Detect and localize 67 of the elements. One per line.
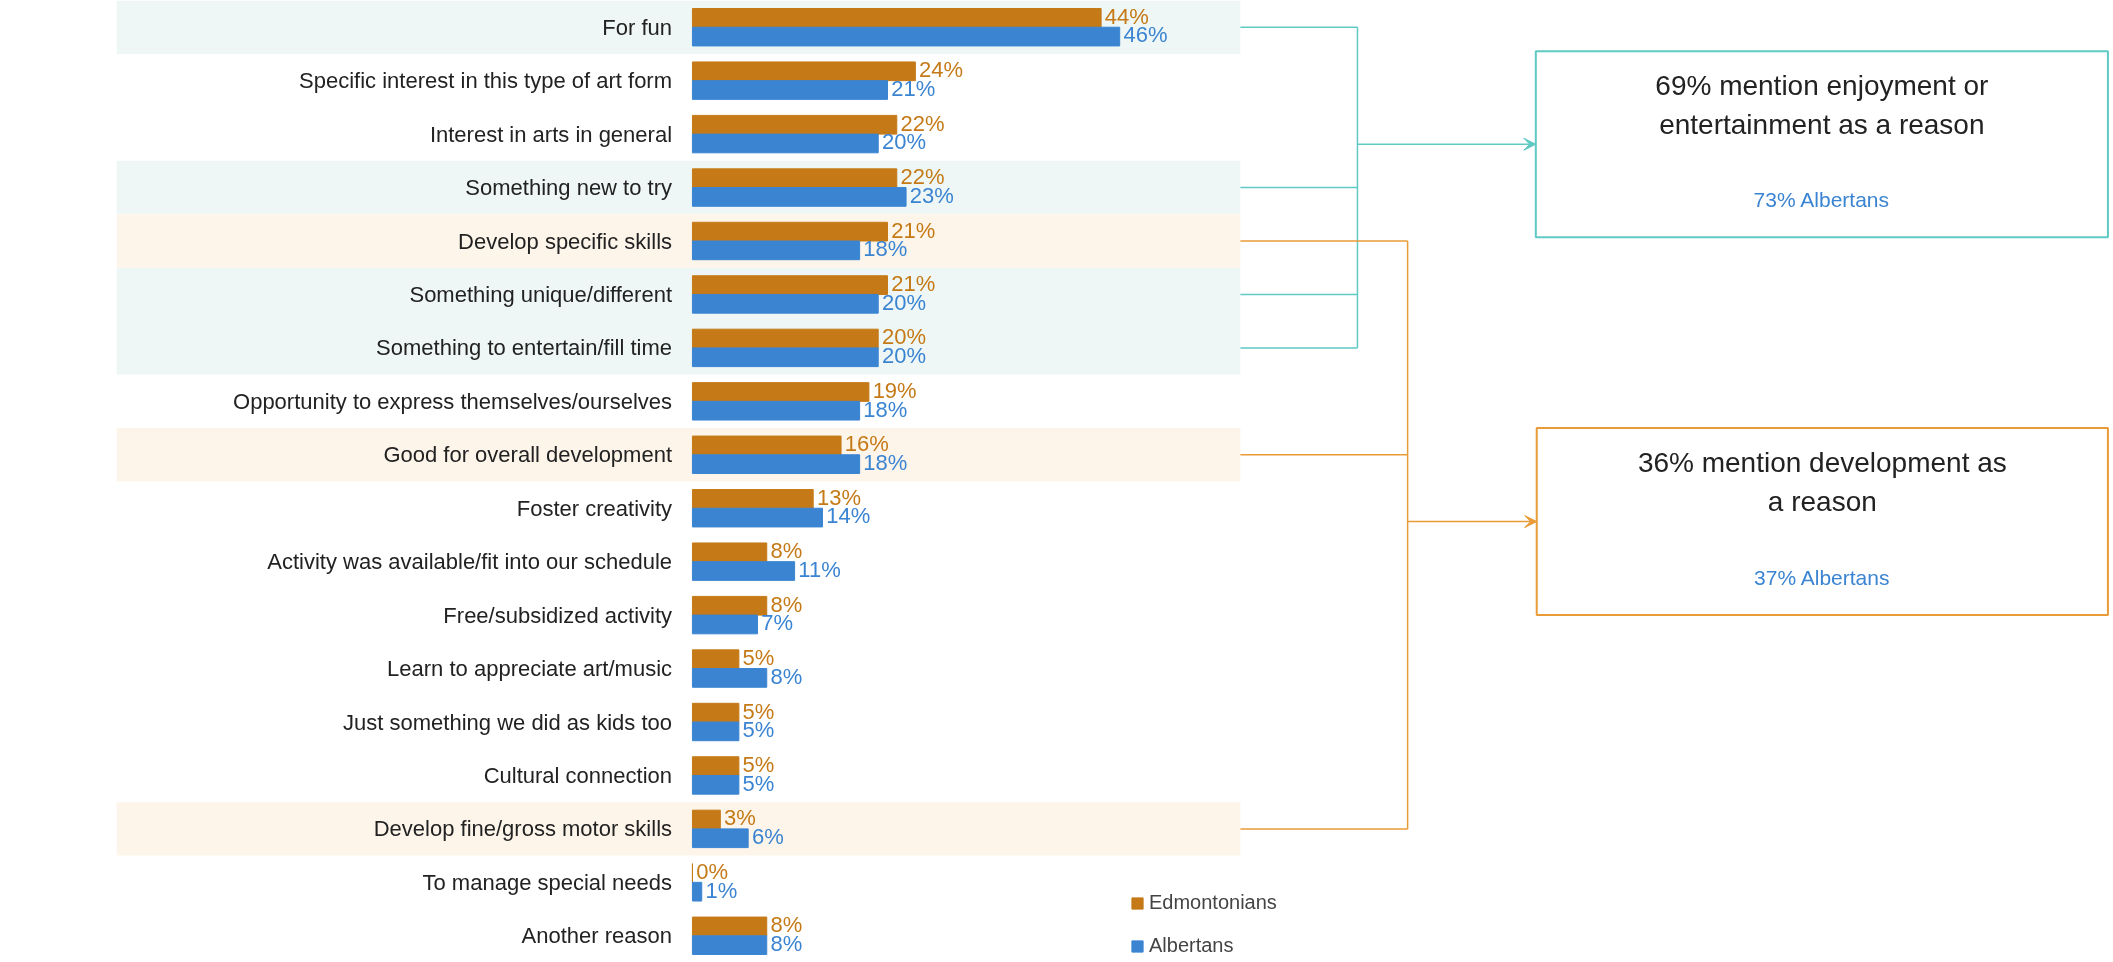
bar [691,61,916,82]
legend-label: Edmontonians [1149,891,1277,914]
bar [691,435,842,456]
text: 73% Albertans [1753,188,1890,212]
bar [691,828,749,849]
bar [691,347,879,368]
bar [691,935,768,955]
data-label: 5% [742,751,775,777]
y-tick-label: Learn to appreciate art/music [387,656,673,682]
bar [691,649,740,670]
bar [691,561,796,581]
bar [691,668,768,688]
bar [691,489,814,509]
y-tick-label: Something unique/different [409,281,673,307]
text: 36% mention development as a reason [1637,446,2007,517]
bar [691,809,721,830]
bar [691,240,861,261]
bar [691,454,861,474]
bar [691,133,879,154]
data-label: 18% [863,450,908,476]
y-tick-label: Something new to try [465,175,673,201]
bar [691,275,888,295]
data-label: 19% [872,377,917,403]
y-tick-label: Just something we did as kids too [343,709,673,735]
text: 69% mention enjoyment or entertainment as a reason [1655,69,1989,140]
bar [691,595,768,616]
bar [691,114,898,135]
bar [691,80,888,100]
y-tick-label: To manage special needs [422,869,673,895]
bar [691,614,758,635]
bar [691,756,740,776]
legend-label: Albertans [1149,934,1234,957]
bar [691,221,888,242]
y-tick-label: Interest in arts in general [429,121,673,147]
bar [691,881,703,902]
bar [691,328,879,349]
data-label: 21% [891,270,936,296]
bar [691,721,740,742]
bar [691,542,768,563]
bar [691,26,1121,47]
y-tick-label: Foster creativity [516,495,673,521]
bar [691,168,898,189]
bar [691,400,861,421]
y-tick-label: Develop fine/gross motor skills [373,816,673,842]
y-tick-label: Good for overall development [383,442,673,468]
y-tick-label: Opportunity to express themselves/ourselves [233,388,673,414]
data-label: 20% [881,343,926,369]
y-tick-label: Free/subsidized activity [443,602,673,628]
data-label: 8% [770,931,803,957]
data-label: 0% [696,858,728,884]
y-tick-label: Cultural connection [483,762,673,788]
y-tick-label: For fun [602,14,673,40]
y-tick-label: Something to entertain/fill time [376,335,673,361]
y-tick-label: Develop specific skills [458,228,673,254]
bar [691,774,740,795]
y-tick-label: Activity was available/fit into our schedule [267,549,673,575]
bar [691,293,879,314]
bar [691,916,768,937]
bar [691,187,907,207]
bar [691,8,1102,28]
y-tick-label: Another reason [521,923,673,949]
bar [691,507,823,528]
text: 37% Albertans [1754,566,1890,590]
bar [691,382,870,402]
bar [691,702,740,723]
y-tick-label: Specific interest in this type of art form [299,68,673,94]
data-label: 8% [770,538,803,564]
